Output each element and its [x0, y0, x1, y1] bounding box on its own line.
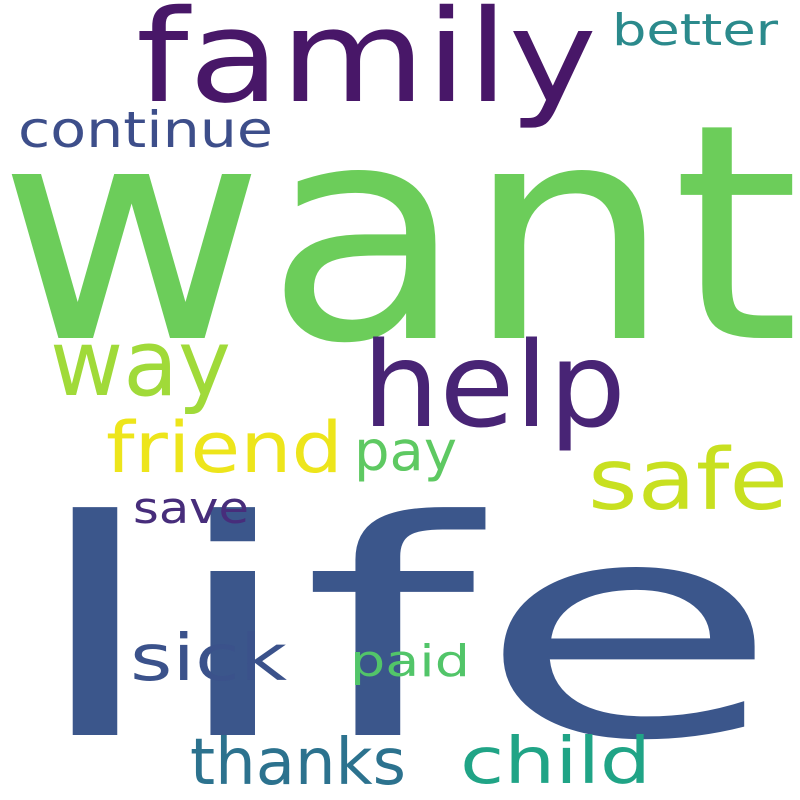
word-thanks: thanks [190, 726, 406, 800]
word-save: save [133, 483, 249, 534]
word-continue: continue [18, 101, 273, 159]
word-paid: paid [350, 636, 470, 687]
word-sick: sick [130, 622, 287, 696]
word-friend: friend [106, 407, 343, 489]
word-family: family [136, 0, 597, 132]
word-way: way [50, 310, 231, 417]
word-child: child [460, 725, 651, 799]
word-better: better [612, 5, 779, 56]
word-help: help [362, 316, 626, 454]
word-want: want [0, 60, 800, 409]
word-life: life [26, 457, 781, 800]
word-safe: safe [588, 431, 788, 530]
word-pay: pay [354, 419, 457, 483]
